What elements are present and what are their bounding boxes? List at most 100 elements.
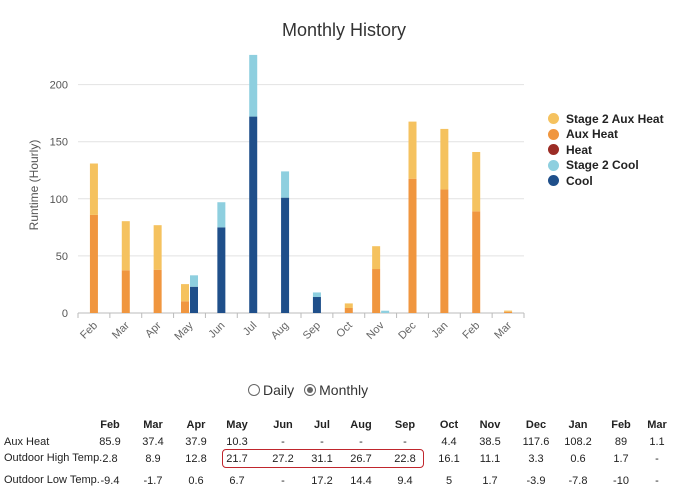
table-cell: 38.5 <box>479 436 501 448</box>
x-tick-label: Sep <box>301 320 323 342</box>
bar-stage-2-aux-heat[interactable] <box>408 121 417 179</box>
table-header-cell: Oct <box>439 419 459 431</box>
x-tick-label: Apr <box>143 319 164 340</box>
table-cell: 1.1 <box>649 436 665 448</box>
legend-label: Cool <box>566 173 593 188</box>
bar-cool[interactable] <box>190 286 198 313</box>
bar-stage-2-cool[interactable] <box>312 292 321 298</box>
bar-aux-heat[interactable] <box>344 307 353 313</box>
x-tick-label: May <box>172 319 196 343</box>
y-axis-ticks: 0 50 100 150 200 <box>50 80 68 320</box>
daily-label: Daily <box>263 382 295 398</box>
table-header-cell: Sep <box>394 419 416 431</box>
bar-cool[interactable] <box>249 116 258 314</box>
x-tick-label: Jul <box>241 320 259 338</box>
bar-stage-2-aux-heat[interactable] <box>121 221 130 271</box>
table-cell: 2.8 <box>102 453 118 465</box>
bar-stage-2-cool[interactable] <box>381 310 390 313</box>
table-cell: 6.7 <box>229 475 245 487</box>
table-header-cell: Jul <box>314 419 330 431</box>
table-cell: 0.6 <box>570 453 586 465</box>
legend-label: Aux Heat <box>566 127 619 142</box>
daily-option[interactable]: Daily <box>248 382 294 398</box>
daily-radio[interactable] <box>248 384 260 396</box>
bar-cool[interactable] <box>312 297 321 313</box>
table-cell: 37.4 <box>142 436 164 448</box>
legend-swatch <box>548 175 559 187</box>
table-cell: - <box>359 436 363 448</box>
legend-item[interactable]: Aux Heat <box>548 127 664 143</box>
highlight-box <box>222 449 424 468</box>
table-header-cell: Jan <box>568 419 588 431</box>
bar-aux-heat[interactable] <box>472 211 481 313</box>
bar-aux-heat[interactable] <box>372 269 381 313</box>
bar-aux-heat[interactable] <box>121 270 130 313</box>
table-cell: - <box>655 453 659 465</box>
table-cell: - <box>281 436 285 448</box>
table-cell: 0.6 <box>188 475 204 487</box>
bar-stage-2-aux-heat[interactable] <box>440 128 449 190</box>
legend-label: Heat <box>566 142 593 157</box>
bar-aux-heat[interactable] <box>181 301 189 313</box>
table-cell: 17.2 <box>311 475 333 487</box>
bar-stage-2-cool[interactable] <box>217 202 226 228</box>
grid-lines <box>78 84 524 314</box>
table-cell: - <box>403 436 407 448</box>
bar-aux-heat[interactable] <box>89 214 98 313</box>
table-cell: -1.7 <box>143 475 163 487</box>
table-cell: - <box>281 475 285 487</box>
legend-label: Stage 2 Aux Heat <box>566 111 664 126</box>
legend: Stage 2 Aux Heat Aux Heat Heat Stage 2 Cool… <box>548 111 664 189</box>
bar-aux-heat[interactable] <box>408 178 417 313</box>
bar-stage-2-cool[interactable] <box>249 54 258 117</box>
table-cell: 27.2 <box>272 453 294 465</box>
chart-title: Monthly History <box>282 20 406 40</box>
bar-stage-2-aux-heat[interactable] <box>372 246 381 270</box>
bar-stage-2-aux-heat[interactable] <box>153 225 162 270</box>
x-axis-ticks: Feb Mar Apr May Jun Jul Aug Sep Oct Nov Dec Jan Feb M… <box>77 313 525 343</box>
x-tick-label: Feb <box>78 320 100 342</box>
bar-stage-2-aux-heat[interactable] <box>344 303 353 308</box>
table-header-cell: Apr <box>186 419 206 431</box>
bar-cool[interactable] <box>217 227 226 313</box>
y-axis-label: Runtime (Hourly) <box>27 140 41 231</box>
bar-stage-2-aux-heat[interactable] <box>504 310 513 312</box>
monthly-radio[interactable] <box>304 384 317 396</box>
table-cell: 1.7 <box>482 475 498 487</box>
monthly-option[interactable]: Monthly <box>304 382 368 398</box>
bar-aux-heat[interactable] <box>504 311 513 313</box>
x-tick-label: Dec <box>396 319 419 342</box>
table-header-cell: Nov <box>479 419 501 431</box>
bar-stage-2-aux-heat[interactable] <box>472 151 481 212</box>
view-toggle: Daily Monthly <box>248 382 378 398</box>
table-header-cell: Jun <box>273 419 293 431</box>
table-cell: 117.6 <box>522 436 550 448</box>
table-cell: 10.3 <box>226 436 248 448</box>
x-tick-label: Mar <box>110 319 132 341</box>
legend-item[interactable]: Stage 2 Cool <box>548 158 664 174</box>
bar-stage-2-cool[interactable] <box>281 171 290 198</box>
legend-item[interactable]: Cool <box>548 173 664 189</box>
legend-swatch <box>548 144 559 156</box>
x-tick-label: Jan <box>429 320 450 341</box>
table-cell: -10 <box>613 475 629 487</box>
legend-item[interactable]: Stage 2 Aux Heat <box>548 111 664 127</box>
table-cell: - <box>655 475 659 487</box>
x-tick-label: Jun <box>206 320 227 341</box>
legend-swatch <box>548 113 559 125</box>
runtime-chart: Monthly History Runtime (Hourly) 0 50 100 1… <box>27 20 525 343</box>
y-tick-label: 50 <box>56 251 68 263</box>
table-header-cell: May <box>226 419 248 431</box>
table-cell: 12.8 <box>185 453 207 465</box>
bar-stage-2-aux-heat[interactable] <box>181 284 189 302</box>
bar-stage-2-aux-heat[interactable] <box>89 163 98 215</box>
bar-aux-heat[interactable] <box>440 189 449 313</box>
table-header-cell: Aug <box>350 419 372 431</box>
bar-aux-heat[interactable] <box>153 269 162 313</box>
bar-stage-2-cool[interactable] <box>190 275 198 287</box>
legend-item[interactable]: Heat <box>548 142 664 158</box>
y-tick-label: 150 <box>50 137 68 149</box>
table-cell: 108.2 <box>564 436 592 448</box>
table-cell: 8.9 <box>145 453 161 465</box>
bar-cool[interactable] <box>281 197 290 313</box>
